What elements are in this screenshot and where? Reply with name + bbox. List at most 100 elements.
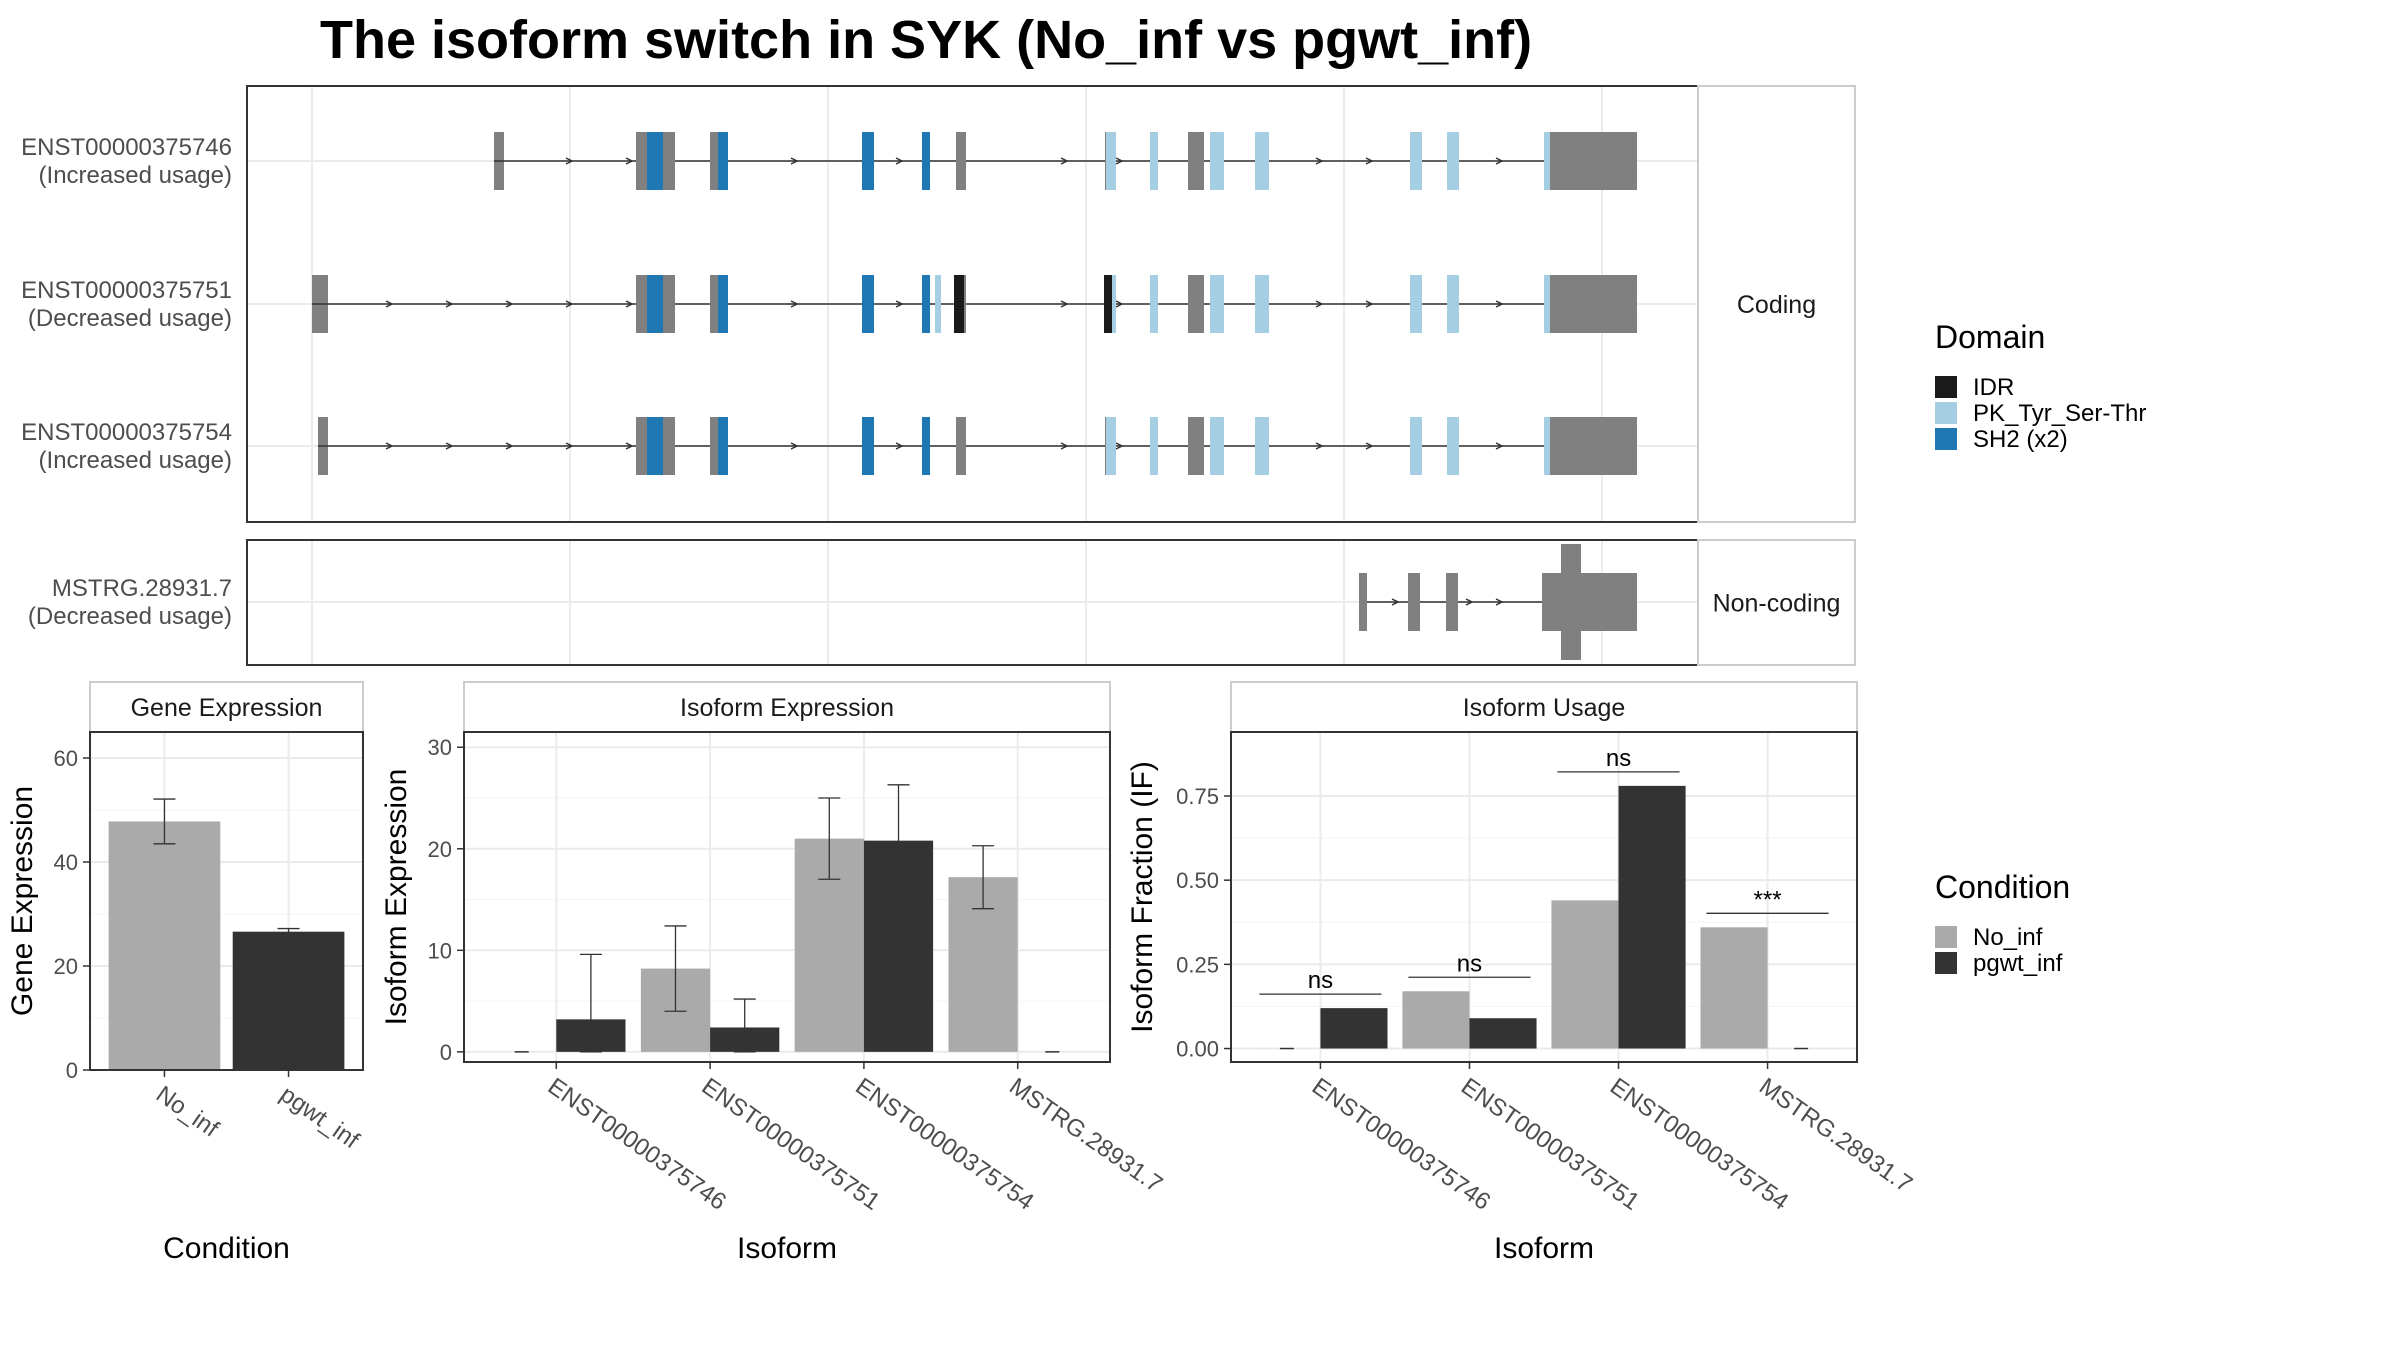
- pk-domain: [1410, 275, 1422, 333]
- facet-strip-label: Gene Expression: [131, 694, 323, 722]
- exon: [636, 417, 644, 475]
- y-tick-label: 30: [428, 735, 452, 760]
- sh2-domain: [647, 275, 663, 333]
- sh2-domain: [647, 417, 663, 475]
- exon: [1550, 132, 1560, 190]
- strand-arrow: [625, 157, 634, 165]
- isoform-track: ENST00000375751(Decreased usage): [21, 275, 1637, 333]
- strand-arrow: [445, 442, 454, 450]
- facet-strip-label: Isoform Expression: [680, 694, 894, 722]
- pk-domain: [1255, 275, 1269, 333]
- pk-domain: [1210, 275, 1224, 333]
- strand-arrow: [1060, 442, 1069, 450]
- gene-expression-panel: Gene Expression 0 20 40 60 No_inf pgwt_inf Cond…: [6, 681, 364, 1265]
- legend-key: [1935, 952, 1957, 974]
- facet-strip: [1697, 85, 1856, 523]
- facet-strip-label: Coding: [1737, 291, 1816, 319]
- exon: [636, 275, 644, 333]
- pk-domain: [1255, 132, 1269, 190]
- y-axis-title: Isoform Expression: [380, 769, 413, 1026]
- sh2-domain: [922, 275, 930, 333]
- x-axis-title: Condition: [163, 1232, 290, 1265]
- isoform-usage-label: (Increased usage): [39, 162, 232, 189]
- strand-arrow: [625, 300, 634, 308]
- strand-arrow: [445, 300, 454, 308]
- significance-label: ns: [1606, 745, 1631, 772]
- terminal-exon: [1542, 573, 1637, 631]
- strand-arrow: [1315, 157, 1324, 165]
- strand-arrow: [1060, 300, 1069, 308]
- exon: [1188, 132, 1204, 190]
- strand-arrow: [1391, 598, 1400, 606]
- terminal-exon: [1557, 132, 1637, 190]
- legend-key: [1935, 428, 1957, 450]
- data-bar: [1618, 785, 1686, 1049]
- data-bar: [1700, 927, 1768, 1049]
- sh2-domain: [922, 417, 930, 475]
- y-tick-label: 20: [54, 954, 78, 979]
- idr-domain: [954, 275, 964, 333]
- exon: [1550, 275, 1560, 333]
- isoform-usage-panel: Isoform Usagensnsns***0.000.250.500.75EN…: [1126, 681, 1917, 1265]
- pk-domain: [1210, 132, 1224, 190]
- legend-key: [1935, 402, 1957, 424]
- exon: [956, 417, 966, 475]
- pk-domain: [1447, 132, 1459, 190]
- strand-arrow: [565, 300, 574, 308]
- isoform-id-label: ENST00000375754: [21, 419, 232, 446]
- strand-arrow: [895, 157, 904, 165]
- x-tick-label: pgwt_inf: [275, 1081, 364, 1155]
- data-bar: [1402, 991, 1470, 1049]
- exon: [1408, 573, 1420, 631]
- strand-arrow: [895, 300, 904, 308]
- y-tick-label: 10: [428, 938, 452, 963]
- y-tick-label: 0: [440, 1040, 452, 1065]
- strand-arrow: [385, 442, 394, 450]
- pk-domain: [1447, 275, 1459, 333]
- significance-label: ns: [1457, 950, 1482, 977]
- exon: [1188, 417, 1204, 475]
- isoform-track: ENST00000375754(Increased usage): [21, 417, 1637, 475]
- significance-label: ns: [1308, 967, 1333, 994]
- strand-arrow: [1365, 157, 1374, 165]
- pk-domain: [1544, 132, 1552, 190]
- x-tick-label: MSTRG.28931.7: [1754, 1073, 1917, 1198]
- x-tick-label: No_inf: [151, 1081, 224, 1143]
- isoform-id-label: ENST00000375746: [21, 134, 232, 161]
- strand-arrow: [1115, 300, 1124, 308]
- strand-arrow: [790, 442, 799, 450]
- significance-label: ***: [1754, 886, 1782, 913]
- legend-label: SH2 (x2): [1973, 426, 2068, 453]
- isoform-usage-label: (Decreased usage): [28, 305, 232, 332]
- sh2-domain: [862, 417, 874, 475]
- facet-strip: [463, 681, 1111, 733]
- exon: [956, 132, 966, 190]
- y-tick-label: 0.75: [1176, 784, 1219, 809]
- strand-arrow: [1365, 300, 1374, 308]
- pk-domain: [1106, 417, 1116, 475]
- facet-strip: [1697, 539, 1856, 666]
- strand-arrow: [505, 442, 514, 450]
- idr-domain: [1104, 275, 1112, 333]
- exon: [1188, 275, 1204, 333]
- pk-domain: [1410, 417, 1422, 475]
- strand-arrow: [1115, 157, 1124, 165]
- isoform-usage-label: (Decreased usage): [28, 603, 232, 630]
- facet-strip: [1230, 681, 1858, 733]
- strand-arrow: [1495, 442, 1504, 450]
- sh2-domain: [922, 132, 930, 190]
- pk-domain: [1255, 417, 1269, 475]
- sh2-domain: [718, 417, 728, 475]
- legend-title: Condition: [1935, 869, 2070, 905]
- legend-label: No_inf: [1973, 924, 2043, 951]
- sh2-domain: [718, 275, 728, 333]
- legend-key: [1935, 376, 1957, 398]
- data-bar: [232, 931, 345, 1070]
- exon: [1550, 417, 1560, 475]
- pk-domain: [1447, 417, 1459, 475]
- x-tick-label: MSTRG.28931.7: [1004, 1073, 1167, 1198]
- y-axis-title: Isoform Fraction (IF): [1126, 761, 1159, 1033]
- legend-label: PK_Tyr_Ser-Thr: [1973, 400, 2146, 427]
- strand-arrow: [1365, 442, 1374, 450]
